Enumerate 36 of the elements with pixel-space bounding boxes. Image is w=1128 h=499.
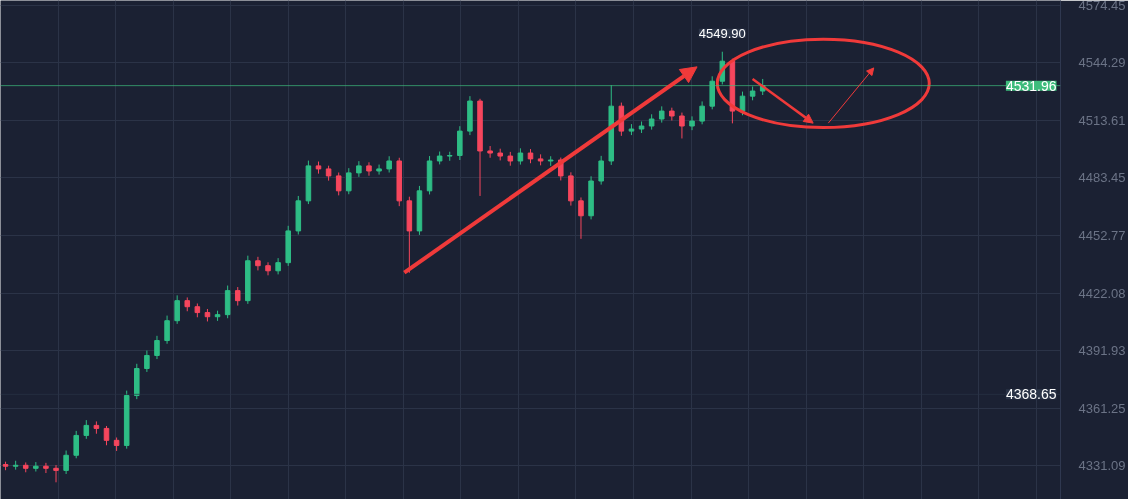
candlestick — [144, 350, 150, 373]
candlestick — [699, 100, 705, 125]
y-tick-label: 4452.77 — [1078, 227, 1126, 243]
y-tick-label: 4574.45 — [1078, 0, 1126, 13]
candlestick — [679, 112, 685, 139]
candlestick — [578, 196, 584, 240]
y-tick-label: 4422.08 — [1078, 285, 1126, 301]
candlestick — [224, 285, 231, 319]
y-tick-label: 4544.29 — [1078, 54, 1126, 70]
candlestick — [598, 155, 604, 186]
candlestick — [43, 462, 49, 474]
candlestick — [63, 450, 69, 475]
candlestick — [83, 419, 90, 440]
candlestick — [255, 256, 261, 271]
candlestick — [366, 161, 372, 177]
y-tick-label: 4513.61 — [1078, 112, 1126, 128]
candlestick — [234, 286, 241, 307]
candlestick — [346, 167, 352, 195]
candlestick — [103, 425, 110, 446]
candlestick — [53, 464, 59, 483]
y-tick-label: 4361.25 — [1078, 400, 1126, 416]
candlestick — [73, 430, 79, 459]
ref-line-label: 4531.96 — [1005, 77, 1057, 94]
candlestick — [376, 164, 382, 176]
candlestick — [689, 115, 695, 131]
ref-line-label: 4368.65 — [1005, 386, 1057, 403]
candlestick — [164, 315, 170, 345]
candlestick — [154, 335, 160, 360]
y-tick-label: 4391.93 — [1078, 342, 1126, 358]
candlestick — [174, 294, 180, 325]
annotation: 4549.90 — [698, 25, 746, 41]
candlestick — [335, 172, 342, 196]
candlestick — [487, 145, 493, 159]
candlestick — [265, 261, 271, 276]
y-tick-label: 4483.45 — [1078, 169, 1126, 185]
y-tick-label: 4331.09 — [1078, 457, 1126, 473]
